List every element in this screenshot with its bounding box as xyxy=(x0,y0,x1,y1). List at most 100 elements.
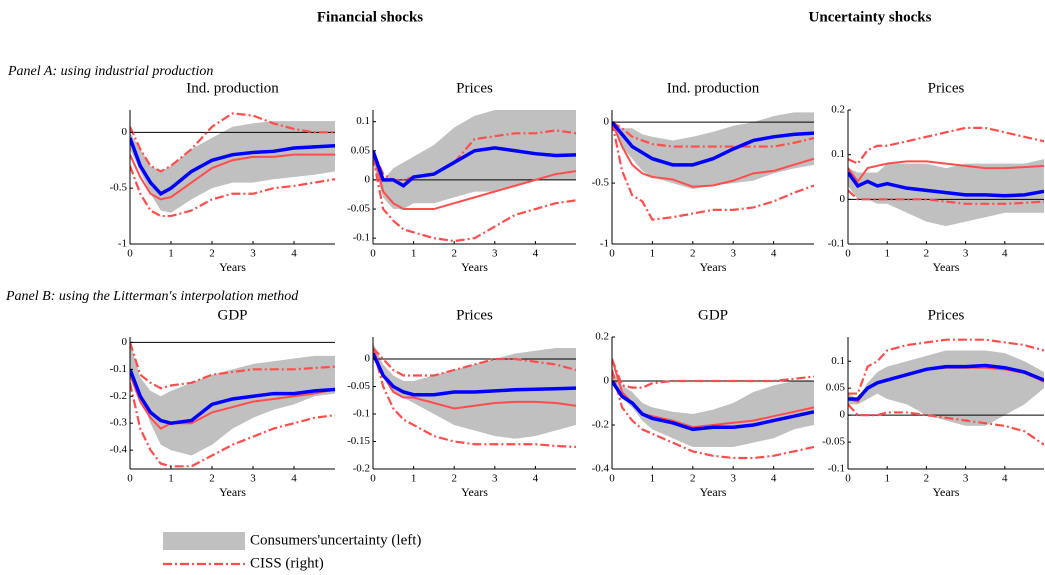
x-tick-label: 4 xyxy=(771,473,777,485)
y-tick-label: -0.5 xyxy=(592,177,610,189)
x-tick-label: 4 xyxy=(1002,473,1008,485)
x-tick-label: 3 xyxy=(730,248,736,260)
legend-swatch xyxy=(163,532,245,550)
column-header: Uncertainty shocks xyxy=(809,9,932,25)
x-tick-label: 1 xyxy=(168,473,174,485)
plot-area xyxy=(130,341,335,468)
x-tick-label: 1 xyxy=(411,473,417,485)
series-line xyxy=(848,403,1044,446)
x-tick-label: 4 xyxy=(533,473,539,485)
x-axis-label: Years xyxy=(219,260,246,274)
chart-title: GDP xyxy=(217,307,247,323)
series-line xyxy=(848,363,1044,401)
x-tick-label: 2 xyxy=(209,248,215,260)
x-tick-label: 1 xyxy=(168,248,174,260)
y-tick-label: -0.2 xyxy=(110,390,127,402)
x-tick-label: 1 xyxy=(650,248,656,260)
series-line xyxy=(373,156,576,243)
x-tick-label: 0 xyxy=(370,473,376,485)
series-line xyxy=(373,347,576,377)
x-tick-label: 0 xyxy=(127,248,133,260)
y-tick-label: -0.05 xyxy=(347,380,370,392)
x-tick-label: 1 xyxy=(650,473,656,485)
panel-label: Panel B: using the Litterman's interpola… xyxy=(5,289,299,304)
y-tick-label: -0.4 xyxy=(592,463,610,475)
y-tick-label: -1 xyxy=(118,238,127,250)
x-axis-label: Years xyxy=(700,485,727,499)
series-line xyxy=(130,112,335,173)
y-tick-label: -1 xyxy=(600,238,609,250)
y-tick-label: -0.3 xyxy=(110,417,128,429)
x-tick-label: 4 xyxy=(533,248,539,260)
y-tick-label: 0 xyxy=(604,375,610,387)
x-tick-label: 2 xyxy=(690,248,696,260)
series-line xyxy=(612,369,814,460)
series-line xyxy=(373,347,576,449)
y-tick-label: 0.1 xyxy=(831,355,845,367)
band xyxy=(612,370,814,447)
y-tick-label: -0.05 xyxy=(347,203,370,215)
y-tick-label: 0 xyxy=(840,193,846,205)
y-tick-label: 0 xyxy=(365,353,371,365)
y-tick-label: -0.1 xyxy=(353,232,370,244)
chart-title: Prices xyxy=(928,307,965,323)
x-tick-label: 0 xyxy=(609,473,615,485)
plot-area xyxy=(373,110,576,243)
series-line xyxy=(373,352,576,397)
y-tick-label: -0.1 xyxy=(110,363,127,375)
x-tick-label: 0 xyxy=(370,248,376,260)
x-axis-label: Years xyxy=(933,485,960,499)
x-tick-label: 3 xyxy=(492,248,498,260)
y-tick-label: -0.05 xyxy=(822,436,845,448)
band xyxy=(373,110,576,210)
x-axis-label: Years xyxy=(700,260,727,274)
y-tick-label: 0 xyxy=(604,116,610,128)
series-line xyxy=(848,160,1044,184)
y-tick-label: 0 xyxy=(122,336,128,348)
y-tick-label: 0.05 xyxy=(826,382,846,394)
chart-title: Ind. production xyxy=(186,80,279,96)
x-tick-label: 2 xyxy=(451,473,457,485)
legend-label: CISS (right) xyxy=(250,555,324,571)
series-line xyxy=(130,342,335,390)
x-tick-label: 2 xyxy=(451,248,457,260)
y-tick-label: -0.15 xyxy=(347,435,370,447)
series-line xyxy=(373,146,576,188)
series-line xyxy=(130,382,335,468)
y-tick-label: -0.2 xyxy=(353,463,370,475)
y-tick-label: 0 xyxy=(840,409,846,421)
y-tick-label: 0 xyxy=(365,173,371,185)
x-axis-label: Years xyxy=(933,260,960,274)
x-tick-label: 3 xyxy=(250,248,256,260)
y-tick-label: -0.1 xyxy=(353,408,370,420)
x-tick-label: 1 xyxy=(884,248,890,260)
x-tick-label: 1 xyxy=(884,473,890,485)
chart-title: Prices xyxy=(456,80,493,96)
x-tick-label: 4 xyxy=(291,473,297,485)
series-line xyxy=(130,137,335,196)
plot-area xyxy=(612,112,814,221)
x-tick-label: 2 xyxy=(690,473,696,485)
x-tick-label: 3 xyxy=(250,473,256,485)
y-tick-label: -0.1 xyxy=(828,463,845,475)
x-tick-label: 3 xyxy=(963,248,969,260)
x-axis-label: Years xyxy=(219,485,246,499)
chart-title: Prices xyxy=(456,307,493,323)
series-line xyxy=(612,121,814,148)
plot-area xyxy=(373,342,576,449)
x-axis-label: Years xyxy=(461,260,488,274)
y-tick-label: 0.2 xyxy=(595,331,609,343)
x-tick-label: 2 xyxy=(924,473,930,485)
series-line xyxy=(848,171,1044,198)
plot-area xyxy=(130,112,335,218)
y-tick-label: -0.4 xyxy=(110,444,128,456)
y-tick-label: 0.1 xyxy=(356,115,370,127)
plot-area xyxy=(612,358,814,460)
plot-area xyxy=(848,126,1044,227)
panel-label: Panel A: using industrial production xyxy=(7,64,213,79)
y-tick-label: -0.5 xyxy=(110,182,128,194)
series-line xyxy=(612,121,814,167)
series-line xyxy=(612,380,814,432)
x-tick-label: 0 xyxy=(609,248,615,260)
